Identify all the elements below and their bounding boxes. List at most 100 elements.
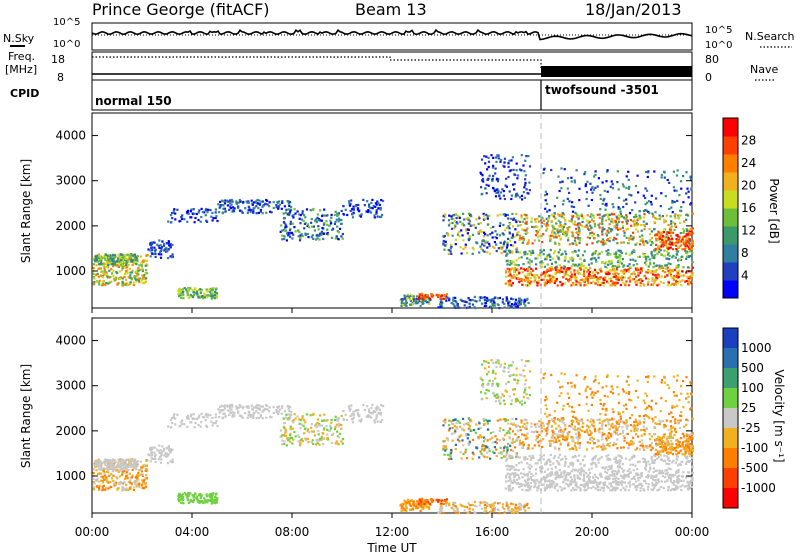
power-point (286, 232, 289, 235)
power-point (590, 198, 593, 202)
power-point (606, 170, 609, 173)
velocity-point (514, 424, 517, 427)
power-point (503, 302, 506, 305)
power-point (517, 277, 520, 280)
velocity-point (450, 507, 453, 510)
power-point (140, 263, 143, 266)
power-point (447, 252, 450, 256)
velocity-point (228, 413, 231, 416)
power-point (237, 205, 240, 208)
power-point (92, 276, 96, 279)
velocity-point (136, 479, 139, 482)
power-point (153, 241, 156, 244)
power-point (473, 306, 476, 309)
power-point (318, 218, 321, 221)
velocity-point (158, 444, 161, 447)
velocity-point (128, 464, 131, 468)
velocity-point (493, 509, 496, 512)
power-point (643, 284, 646, 287)
power-point (490, 154, 493, 157)
power-point (287, 208, 290, 211)
power-point (284, 226, 287, 229)
velocity-point (235, 405, 238, 408)
power-point (662, 266, 665, 270)
power-point (367, 209, 370, 212)
velocity-point (370, 406, 373, 409)
power-point (480, 193, 483, 196)
velocity-point (333, 427, 336, 431)
power-point (495, 188, 498, 191)
power-point (216, 293, 219, 296)
velocity-point (167, 445, 170, 448)
power-point (630, 224, 633, 227)
velocity-point (501, 393, 504, 396)
power-point (675, 174, 679, 177)
power-point (197, 218, 200, 222)
power-point (619, 276, 622, 279)
velocity-point (252, 416, 255, 419)
velocity-point (176, 413, 179, 416)
power-point (514, 301, 517, 304)
power-point (165, 250, 168, 253)
power-point (450, 227, 454, 230)
velocity-point (312, 442, 315, 445)
power-point (510, 276, 513, 279)
velocity-point (140, 470, 144, 473)
power-point (288, 213, 291, 216)
power-point (454, 243, 457, 246)
power-point (465, 301, 469, 304)
power-point (515, 169, 518, 172)
power-point (633, 250, 636, 253)
velocity-point (513, 388, 516, 391)
velocity-point (380, 404, 383, 407)
power-point (518, 238, 521, 241)
power-point (92, 272, 95, 275)
velocity-point (203, 501, 206, 504)
power-point (499, 241, 502, 244)
velocity-point (280, 412, 283, 415)
power-point (537, 281, 540, 285)
velocity-point (193, 417, 196, 420)
power-point (505, 177, 508, 180)
power-point (669, 268, 672, 271)
power-point (333, 222, 336, 226)
power-point (458, 216, 461, 219)
power-point (668, 254, 671, 257)
velocity-point (171, 458, 174, 461)
power-point (190, 208, 193, 211)
power-point (576, 224, 579, 227)
power-point (217, 203, 220, 206)
power-point (680, 284, 683, 287)
power-point (211, 219, 214, 222)
power-point (166, 257, 170, 260)
velocity-point (98, 472, 101, 475)
power-point (523, 170, 526, 173)
velocity-point (97, 465, 100, 468)
power-point (651, 212, 654, 215)
power-point (264, 202, 267, 205)
velocity-point (453, 510, 456, 513)
power-point (557, 219, 560, 222)
power-point (675, 189, 678, 192)
velocity-point (526, 483, 529, 487)
power-point (502, 223, 505, 227)
velocity-point (340, 424, 343, 427)
velocity-point (367, 414, 370, 417)
power-point (281, 229, 284, 232)
velocity-point (636, 486, 639, 489)
power-point (456, 214, 459, 217)
power-point (624, 252, 628, 255)
power-point (619, 254, 622, 257)
power-point (631, 209, 634, 212)
power-point (493, 246, 496, 250)
velocity-point (684, 485, 687, 488)
power-point (486, 217, 489, 220)
power-point (503, 197, 506, 201)
velocity-point (488, 419, 491, 422)
velocity-point (280, 429, 283, 432)
power-point (627, 178, 630, 181)
power-point (515, 162, 518, 165)
power-point (186, 212, 189, 215)
power-point (113, 262, 116, 265)
velocity-point (125, 466, 128, 470)
